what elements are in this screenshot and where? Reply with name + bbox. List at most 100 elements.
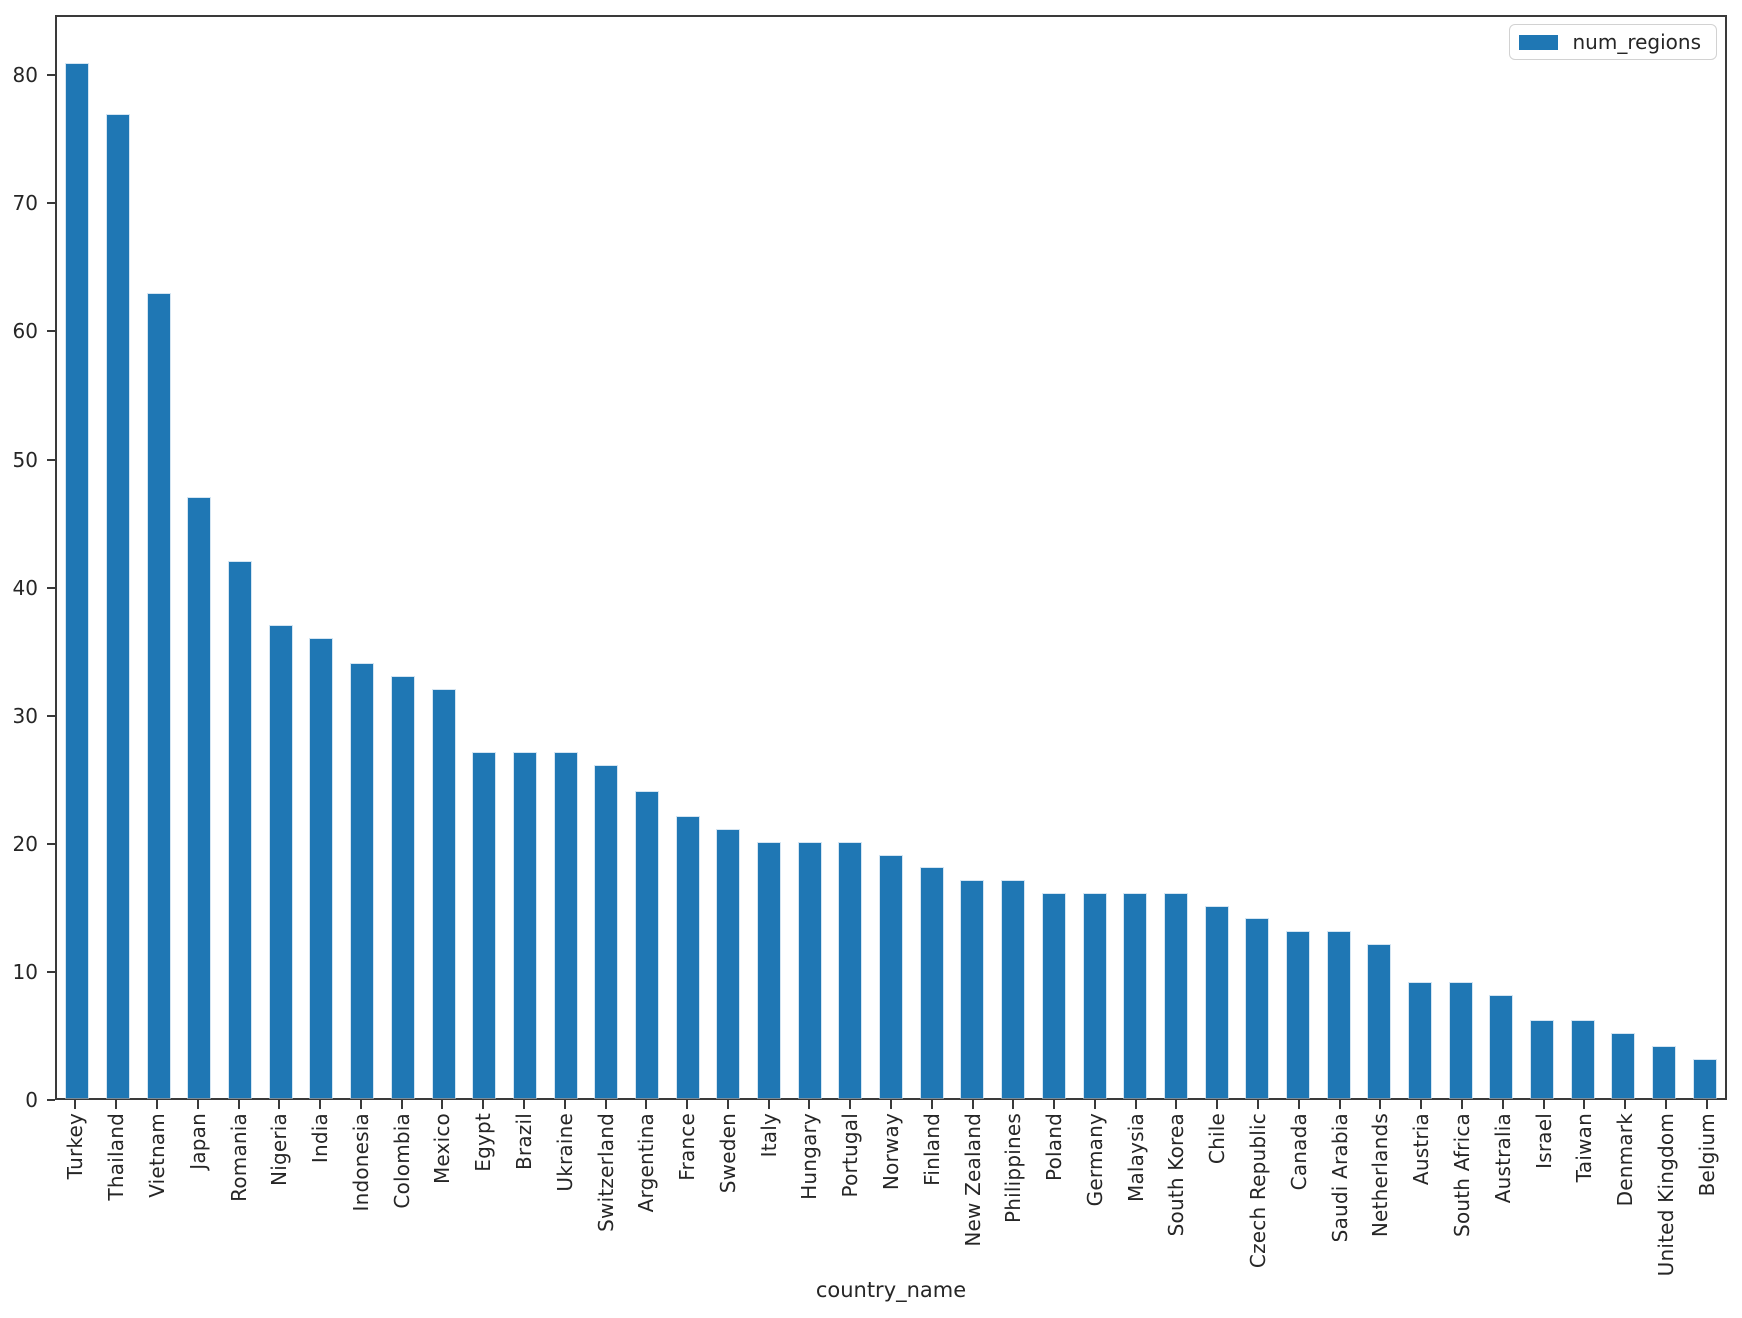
bar-slot bbox=[952, 17, 993, 1098]
x-tick-slot bbox=[381, 1100, 422, 1109]
x-label-slot: Egypt bbox=[463, 1113, 504, 1172]
x-label-slot: Japan bbox=[177, 1113, 218, 1170]
x-tick-label: Brazil bbox=[511, 1113, 536, 1171]
bar-italy bbox=[758, 842, 781, 1098]
x-tick-mark bbox=[1134, 1100, 1137, 1109]
x-tick-slot bbox=[830, 1100, 871, 1109]
y-tick: 20 bbox=[13, 834, 55, 854]
x-label-slot: Malaysia bbox=[1115, 1113, 1156, 1202]
bar-malaysia bbox=[1124, 893, 1147, 1098]
x-tick-slot bbox=[667, 1100, 708, 1109]
bar-slot bbox=[1115, 17, 1156, 1098]
x-label-slot: Argentina bbox=[626, 1113, 667, 1212]
bar-canada bbox=[1286, 932, 1309, 1098]
x-tick-mark bbox=[849, 1100, 852, 1109]
bar-indonesia bbox=[351, 664, 374, 1098]
x-label-slot: India bbox=[300, 1113, 341, 1163]
bar-romania bbox=[229, 561, 252, 1098]
bar-slot bbox=[1522, 17, 1563, 1098]
x-label-slot: Austria bbox=[1401, 1113, 1442, 1185]
x-label-slot: Germany bbox=[1075, 1113, 1116, 1206]
x-tick-slot bbox=[1319, 1100, 1360, 1109]
bar-egypt bbox=[473, 753, 496, 1098]
x-tick-mark bbox=[808, 1100, 811, 1109]
y-tick: 60 bbox=[13, 321, 55, 341]
x-tick-label: Denmark bbox=[1613, 1113, 1638, 1207]
y-tick-mark bbox=[47, 586, 55, 589]
x-tick-mark bbox=[1501, 1100, 1504, 1109]
y-axis: 0 10 20 30 40 50 60 70 80 bbox=[0, 15, 55, 1110]
x-tick-slot bbox=[1197, 1100, 1238, 1109]
x-tick-mark bbox=[1583, 1100, 1586, 1109]
y-tick: 70 bbox=[13, 193, 55, 213]
bar-germany bbox=[1083, 893, 1106, 1098]
x-tick-slot bbox=[1401, 1100, 1442, 1109]
x-tick-label: India bbox=[308, 1113, 333, 1164]
x-label-slot: Nigeria bbox=[259, 1113, 300, 1186]
bar-slot bbox=[220, 17, 261, 1098]
bar-denmark bbox=[1612, 1034, 1635, 1098]
bar-slot bbox=[464, 17, 505, 1098]
x-tick-mark bbox=[522, 1100, 525, 1109]
x-tick-mark bbox=[482, 1100, 485, 1109]
x-tick-label: Finland bbox=[919, 1113, 944, 1186]
x-label-slot: South Korea bbox=[1156, 1113, 1197, 1236]
x-tick-slot bbox=[1278, 1100, 1319, 1109]
y-tick-mark bbox=[47, 74, 55, 77]
x-tick-mark bbox=[1542, 1100, 1545, 1109]
x-label-slot: Turkey bbox=[55, 1113, 96, 1179]
bar-slot bbox=[138, 17, 179, 1098]
bars-container bbox=[57, 17, 1725, 1098]
bar-nigeria bbox=[269, 625, 292, 1098]
x-tick-label: New Zealand bbox=[960, 1113, 985, 1247]
y-tick-label: 0 bbox=[25, 1088, 38, 1112]
x-tick-slot bbox=[1564, 1100, 1605, 1109]
x-tick-label: Poland bbox=[1042, 1113, 1067, 1181]
bar-hungary bbox=[798, 842, 821, 1098]
x-label-slot: New Zealand bbox=[952, 1113, 993, 1247]
bar-slot bbox=[1196, 17, 1237, 1098]
x-tick-mark bbox=[1420, 1100, 1423, 1109]
bar-taiwan bbox=[1571, 1021, 1594, 1098]
y-tick-mark bbox=[47, 1099, 55, 1101]
y-tick-mark bbox=[47, 330, 55, 333]
x-tick-slot bbox=[993, 1100, 1034, 1109]
x-tick-slot bbox=[871, 1100, 912, 1109]
x-tick-label: Ukraine bbox=[552, 1113, 577, 1192]
x-tick-slot bbox=[1686, 1100, 1727, 1109]
x-tick-slot bbox=[1523, 1100, 1564, 1109]
x-axis-labels: Turkey Thailand Vietnam Japan Romania Nigeria… bbox=[55, 1113, 1727, 1276]
x-label-slot: Philippines bbox=[993, 1113, 1034, 1223]
bar-argentina bbox=[635, 791, 658, 1098]
x-tick-mark bbox=[767, 1100, 770, 1109]
x-tick-label: Belgium bbox=[1694, 1113, 1719, 1197]
x-tick-mark bbox=[1379, 1100, 1382, 1109]
y-tick-mark bbox=[47, 202, 55, 205]
x-tick-mark bbox=[1093, 1100, 1096, 1109]
x-label-slot: Finland bbox=[911, 1113, 952, 1186]
x-tick-mark bbox=[1012, 1100, 1015, 1109]
x-tick-label: Colombia bbox=[389, 1113, 414, 1209]
x-label-slot: Canada bbox=[1278, 1113, 1319, 1190]
x-label-slot: Romania bbox=[218, 1113, 259, 1202]
x-tick-label: Germany bbox=[1082, 1113, 1107, 1207]
bar-slot bbox=[301, 17, 342, 1098]
bar-slot bbox=[545, 17, 586, 1098]
x-label-slot: Poland bbox=[1034, 1113, 1075, 1181]
x-label-slot: France bbox=[667, 1113, 708, 1181]
y-tick-label: 30 bbox=[12, 703, 38, 728]
x-tick-slot bbox=[218, 1100, 259, 1109]
x-tick-label: Sweden bbox=[715, 1113, 740, 1194]
x-tick-mark bbox=[890, 1100, 893, 1109]
x-tick-mark bbox=[115, 1100, 118, 1109]
x-tick-mark bbox=[155, 1100, 158, 1109]
x-tick-mark bbox=[319, 1100, 322, 1109]
x-tick-mark bbox=[278, 1100, 281, 1109]
x-tick-slot bbox=[1156, 1100, 1197, 1109]
bar-ukraine bbox=[554, 753, 577, 1098]
x-label-slot: Switzerland bbox=[585, 1113, 626, 1232]
bar-slot bbox=[627, 17, 668, 1098]
x-tick-label: Australia bbox=[1490, 1113, 1515, 1204]
x-label-slot: Belgium bbox=[1686, 1113, 1727, 1196]
